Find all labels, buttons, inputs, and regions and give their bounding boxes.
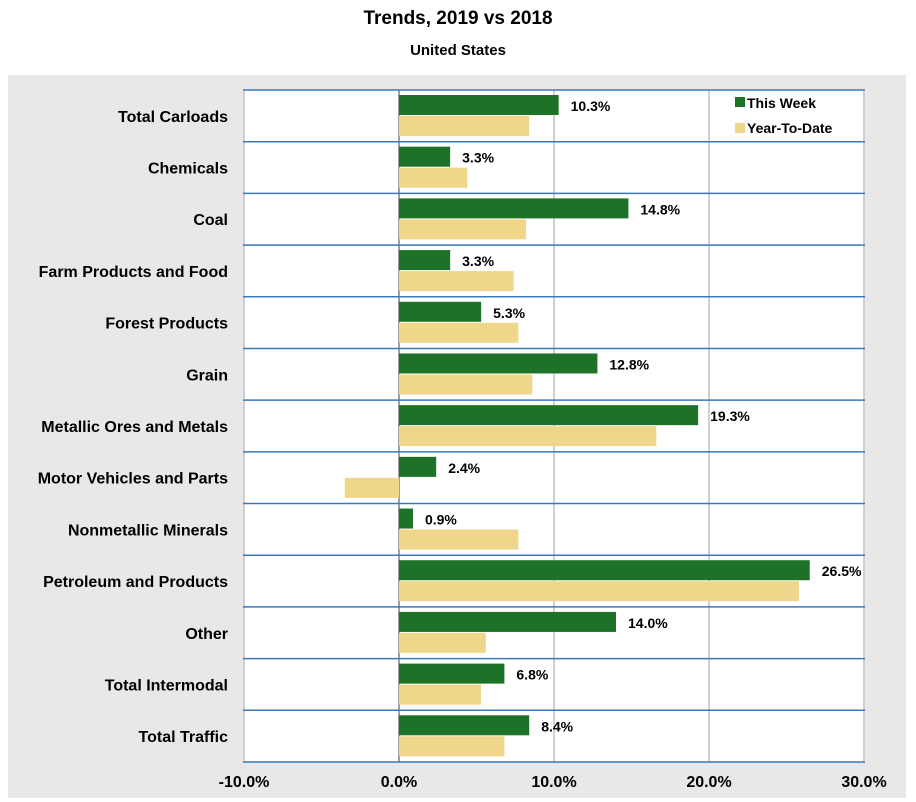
value-label: 8.4% (541, 718, 573, 734)
value-labels: 10.3% 3.3% 14.8% 3.3% 5.3% 12.8% 19.3% 2.4% 0.9%… (425, 98, 862, 734)
value-label: 14.8% (640, 201, 680, 217)
category-label: Metallic Ores and Metals (41, 419, 228, 436)
category-label: Nonmetallic Minerals (68, 522, 228, 539)
x-tick-label: 0.0% (381, 774, 417, 791)
value-label: 6.8% (516, 667, 548, 683)
value-label: 10.3% (571, 98, 611, 114)
bar-this-week (399, 301, 482, 322)
category-label: Farm Products and Food (39, 264, 228, 281)
bar-this-week (399, 198, 629, 219)
bar-year-to-date (399, 426, 657, 447)
category-separators (243, 89, 865, 763)
bar-year-to-date (344, 477, 399, 498)
bar-this-week (399, 508, 413, 529)
bar-this-week (399, 95, 559, 115)
category-label: Motor Vehicles and Parts (38, 471, 228, 488)
category-label: Total Carloads (118, 109, 228, 126)
category-label: Petroleum and Products (43, 574, 228, 591)
bar-year-to-date (399, 219, 527, 240)
value-label: 26.5% (822, 563, 862, 579)
value-label: 19.3% (710, 408, 750, 424)
value-label: 3.3% (462, 150, 494, 166)
bar-year-to-date (399, 684, 482, 705)
bar-year-to-date (399, 167, 468, 188)
legend-swatch-year-to-date (735, 123, 745, 133)
value-label: 0.9% (425, 512, 457, 528)
bar-year-to-date (399, 529, 519, 550)
bar-year-to-date (399, 736, 505, 757)
bar-year-to-date (399, 271, 514, 292)
category-label: Other (185, 626, 228, 643)
category-label: Coal (193, 212, 228, 229)
value-label: 2.4% (448, 460, 480, 476)
bar-year-to-date (399, 581, 799, 602)
legend: This Week Year-To-Date (735, 95, 833, 136)
bar-this-week (399, 456, 437, 477)
bar-this-week (399, 353, 598, 374)
category-label: Grain (186, 367, 228, 384)
bar-this-week (399, 405, 699, 426)
value-label: 5.3% (493, 305, 525, 321)
category-label: Chemicals (148, 161, 228, 178)
value-label: 12.8% (609, 356, 649, 372)
bars (344, 95, 810, 757)
legend-label-this-week: This Week (747, 95, 816, 111)
bar-this-week (399, 611, 616, 632)
chart-title: Trends, 2019 vs 2018 (363, 8, 553, 29)
x-tick-label: 20.0% (686, 774, 731, 791)
category-label: Total Intermodal (105, 677, 228, 694)
category-labels: Total Carloads Chemicals Coal Farm Products… (38, 109, 228, 746)
value-label: 14.0% (628, 615, 668, 631)
legend-label-year-to-date: Year-To-Date (747, 120, 833, 136)
bar-this-week (399, 146, 451, 167)
bar-this-week (399, 663, 505, 684)
bar-year-to-date (399, 374, 533, 395)
bar-this-week (399, 560, 810, 581)
bar-year-to-date (399, 632, 486, 653)
x-tick-label: -10.0% (219, 774, 270, 791)
bar-year-to-date (399, 322, 519, 343)
bar-this-week (399, 250, 451, 271)
x-tick-label: 10.0% (531, 774, 576, 791)
chart-subtitle: United States (410, 42, 506, 59)
category-label: Forest Products (105, 316, 228, 333)
x-tick-label: 30.0% (841, 774, 886, 791)
x-axis-ticks: -10.0% 0.0% 10.0% 20.0% 30.0% (219, 774, 887, 791)
category-label: Total Traffic (139, 729, 229, 746)
bar-this-week (399, 715, 530, 736)
bar-year-to-date (399, 116, 530, 136)
value-label: 3.3% (462, 253, 494, 269)
legend-swatch-this-week (735, 97, 745, 107)
